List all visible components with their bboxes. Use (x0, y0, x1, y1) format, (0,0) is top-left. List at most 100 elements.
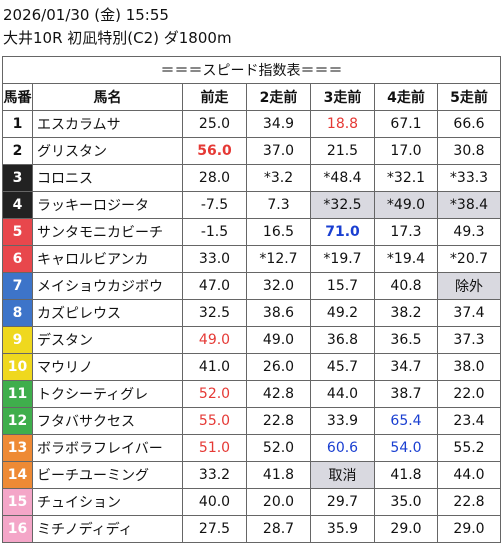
table-row: 13 ボラボラフレイバー 51.0 52.0 60.6 54.0 55.2 (2, 434, 502, 462)
speed-index-cell: 38.0 (436, 353, 502, 381)
horse-number-cell: 13 (2, 434, 33, 462)
speed-index-cell: 71.0 (310, 218, 375, 246)
horse-number-cell: 14 (2, 461, 33, 489)
horse-number-cell: 16 (2, 515, 33, 543)
speed-index-cell: 33.2 (182, 461, 247, 489)
horse-name-cell: ボラボラフレイバー (32, 434, 183, 462)
speed-index-cell: 取消 (310, 461, 375, 489)
horse-number-cell: 1 (2, 110, 33, 138)
speed-index-cell: *32.5 (310, 191, 375, 219)
speed-index-cell: 38.2 (374, 299, 438, 327)
speed-index-cell: 60.6 (310, 434, 375, 462)
horse-name-cell: エスカラムサ (32, 110, 183, 138)
column-header-last-race: 前走 (182, 83, 247, 111)
horse-number-cell: 3 (2, 164, 33, 192)
speed-index-cell: 37.3 (436, 326, 502, 354)
speed-index-cell: 35.9 (310, 515, 375, 543)
speed-index-cell: 40.8 (374, 272, 438, 300)
speed-index-cell: 67.1 (374, 110, 438, 138)
speed-index-cell: -1.5 (182, 218, 247, 246)
speed-index-cell: 66.6 (436, 110, 502, 138)
speed-index-cell: 26.0 (246, 353, 311, 381)
table-row: 1 エスカラムサ 25.0 34.9 18.8 67.1 66.6 (2, 110, 502, 138)
speed-index-cell: 54.0 (374, 434, 438, 462)
race-date-time: 2026/01/30 (金) 15:55 (3, 6, 169, 24)
horse-name-cell: デスタン (32, 326, 183, 354)
speed-index-cell: 55.0 (182, 407, 247, 435)
speed-index-cell: 22.0 (436, 380, 502, 408)
speed-index-cell: 36.5 (374, 326, 438, 354)
table-row: 16 ミチノディディ 27.5 28.7 35.9 29.0 29.0 (2, 515, 502, 543)
horse-number-cell: 12 (2, 407, 33, 435)
speed-index-table: ＝＝＝スピード指数表＝＝＝ 馬番 馬名 前走 2走前 3走前 4走前 5走前 1… (1, 56, 502, 543)
speed-index-cell: 30.8 (436, 137, 502, 165)
speed-index-cell: 49.2 (310, 299, 375, 327)
speed-index-cell: 41.8 (246, 461, 311, 489)
horse-name-cell: サンタモニカビーチ (32, 218, 183, 246)
speed-index-cell: 37.0 (246, 137, 311, 165)
table-title: ＝＝＝スピード指数表＝＝＝ (1, 56, 502, 84)
horse-number-cell: 7 (2, 272, 33, 300)
horse-name-cell: ラッキーロジータ (32, 191, 183, 219)
speed-index-cell: 44.0 (310, 380, 375, 408)
horse-number-cell: 8 (2, 299, 33, 327)
table-row: 12 フタバサクセス 55.0 22.8 33.9 65.4 23.4 (2, 407, 502, 435)
speed-index-cell: 56.0 (182, 137, 247, 165)
horse-number-cell: 11 (2, 380, 33, 408)
speed-index-cell: *49.0 (374, 191, 438, 219)
header-row: 馬番 馬名 前走 2走前 3走前 4走前 5走前 (2, 83, 502, 111)
speed-index-cell: 32.5 (182, 299, 247, 327)
column-header-name: 馬名 (32, 83, 183, 111)
speed-index-cell: 34.7 (374, 353, 438, 381)
speed-index-cell: *32.1 (374, 164, 438, 192)
speed-index-cell: 29.0 (374, 515, 438, 543)
speed-index-cell: 45.7 (310, 353, 375, 381)
speed-index-cell: *3.2 (246, 164, 311, 192)
speed-index-cell: 21.5 (310, 137, 375, 165)
horse-number-cell: 2 (2, 137, 33, 165)
speed-index-cell: 52.0 (182, 380, 247, 408)
column-header-5-races-ago: 5走前 (436, 83, 502, 111)
speed-index-cell: 22.8 (246, 407, 311, 435)
speed-index-cell: 37.4 (436, 299, 502, 327)
speed-index-cell: 16.5 (246, 218, 311, 246)
table-row: 4 ラッキーロジータ -7.5 7.3 *32.5 *49.0 *38.4 (2, 191, 502, 219)
horse-number-cell: 9 (2, 326, 33, 354)
horse-name-cell: メイショウカジボウ (32, 272, 183, 300)
speed-index-cell: 47.0 (182, 272, 247, 300)
table-row: 6 キャロルビアンカ 33.0 *12.7 *19.7 *19.4 *20.7 (2, 245, 502, 273)
speed-index-cell: 7.3 (246, 191, 311, 219)
horse-number-cell: 10 (2, 353, 33, 381)
horse-name-cell: ビーチユーミング (32, 461, 183, 489)
speed-index-cell: 除外 (436, 272, 502, 300)
column-header-number: 馬番 (2, 83, 33, 111)
speed-index-cell: 55.2 (436, 434, 502, 462)
horse-name-cell: ミチノディディ (32, 515, 183, 543)
speed-index-cell: 33.0 (182, 245, 247, 273)
speed-index-cell: 65.4 (374, 407, 438, 435)
speed-index-cell: 20.0 (246, 488, 311, 516)
speed-index-cell: 22.8 (436, 488, 502, 516)
speed-index-cell: 40.0 (182, 488, 247, 516)
speed-index-cell: *20.7 (436, 245, 502, 273)
speed-index-cell: 41.0 (182, 353, 247, 381)
horse-number-cell: 15 (2, 488, 33, 516)
horse-number-cell: 4 (2, 191, 33, 219)
horse-number-cell: 5 (2, 218, 33, 246)
race-header: 2026/01/30 (金) 15:55 大井10R 初凪特別(C2) ダ180… (3, 4, 499, 50)
horse-name-cell: グリスタン (32, 137, 183, 165)
speed-index-cell: 49.3 (436, 218, 502, 246)
speed-index-cell: 38.6 (246, 299, 311, 327)
speed-index-cell: 18.8 (310, 110, 375, 138)
table-row: 2 グリスタン 56.0 37.0 21.5 17.0 30.8 (2, 137, 502, 165)
speed-index-cell: 32.0 (246, 272, 311, 300)
speed-index-cell: -7.5 (182, 191, 247, 219)
horse-name-cell: マウリノ (32, 353, 183, 381)
speed-index-cell: 27.5 (182, 515, 247, 543)
speed-index-cell: 38.7 (374, 380, 438, 408)
speed-index-cell: 34.9 (246, 110, 311, 138)
column-header-4-races-ago: 4走前 (374, 83, 438, 111)
horse-name-cell: フタバサクセス (32, 407, 183, 435)
speed-index-cell: *48.4 (310, 164, 375, 192)
